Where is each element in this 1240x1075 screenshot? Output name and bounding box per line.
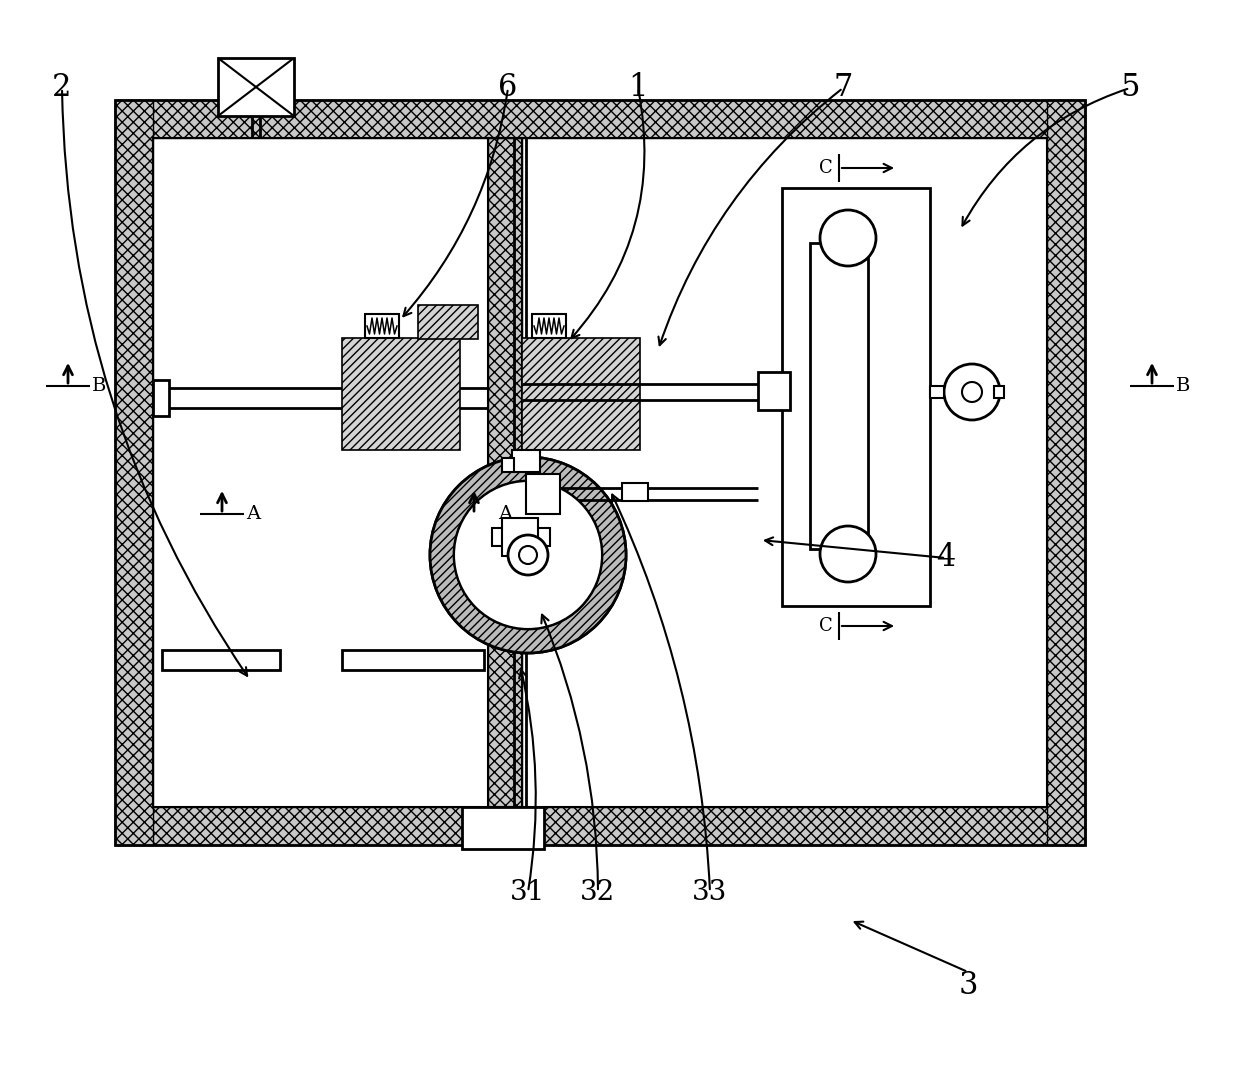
Text: 32: 32 bbox=[580, 878, 615, 905]
Bar bbox=[115, 100, 153, 845]
Bar bbox=[153, 138, 1047, 807]
Circle shape bbox=[944, 364, 999, 420]
Bar bbox=[342, 650, 484, 670]
Bar bbox=[342, 338, 460, 450]
Bar bbox=[153, 138, 1047, 807]
Text: 5: 5 bbox=[1120, 72, 1140, 103]
Text: C: C bbox=[820, 617, 833, 635]
Bar bbox=[418, 305, 477, 339]
Bar bbox=[522, 338, 640, 450]
Bar bbox=[512, 450, 539, 472]
Bar bbox=[502, 518, 538, 556]
Bar bbox=[930, 386, 944, 398]
Text: C: C bbox=[820, 159, 833, 177]
Circle shape bbox=[520, 546, 537, 564]
Circle shape bbox=[430, 457, 626, 653]
Bar bbox=[115, 100, 1085, 138]
Bar bbox=[526, 474, 560, 514]
Bar bbox=[115, 100, 1085, 845]
Text: 2: 2 bbox=[52, 72, 72, 103]
Text: 31: 31 bbox=[511, 878, 546, 905]
Bar bbox=[1047, 100, 1085, 845]
Text: 1: 1 bbox=[629, 72, 647, 103]
Text: 6: 6 bbox=[498, 72, 517, 103]
Text: 33: 33 bbox=[692, 878, 728, 905]
Circle shape bbox=[820, 526, 875, 582]
Bar bbox=[782, 188, 930, 606]
Text: B: B bbox=[1176, 377, 1190, 395]
Circle shape bbox=[454, 481, 601, 629]
Bar bbox=[365, 314, 399, 338]
Bar bbox=[994, 386, 1004, 398]
Text: A: A bbox=[498, 505, 512, 524]
Text: A: A bbox=[246, 505, 260, 524]
Circle shape bbox=[508, 535, 548, 575]
Bar bbox=[622, 483, 649, 501]
Bar bbox=[162, 650, 280, 670]
Bar bbox=[463, 807, 544, 849]
Text: 4: 4 bbox=[936, 543, 956, 573]
Bar bbox=[153, 379, 169, 416]
Wedge shape bbox=[430, 457, 626, 653]
Bar bbox=[810, 243, 868, 549]
Bar bbox=[502, 458, 515, 472]
Bar bbox=[489, 138, 522, 807]
Bar bbox=[218, 58, 294, 116]
Bar bbox=[115, 807, 1085, 845]
Bar bbox=[758, 372, 790, 410]
Bar bbox=[492, 528, 551, 546]
Circle shape bbox=[962, 382, 982, 402]
Text: B: B bbox=[92, 377, 107, 395]
Bar bbox=[532, 314, 565, 338]
Circle shape bbox=[820, 210, 875, 266]
Text: 7: 7 bbox=[833, 72, 853, 103]
Bar bbox=[489, 138, 522, 807]
Text: 3: 3 bbox=[959, 970, 978, 1001]
